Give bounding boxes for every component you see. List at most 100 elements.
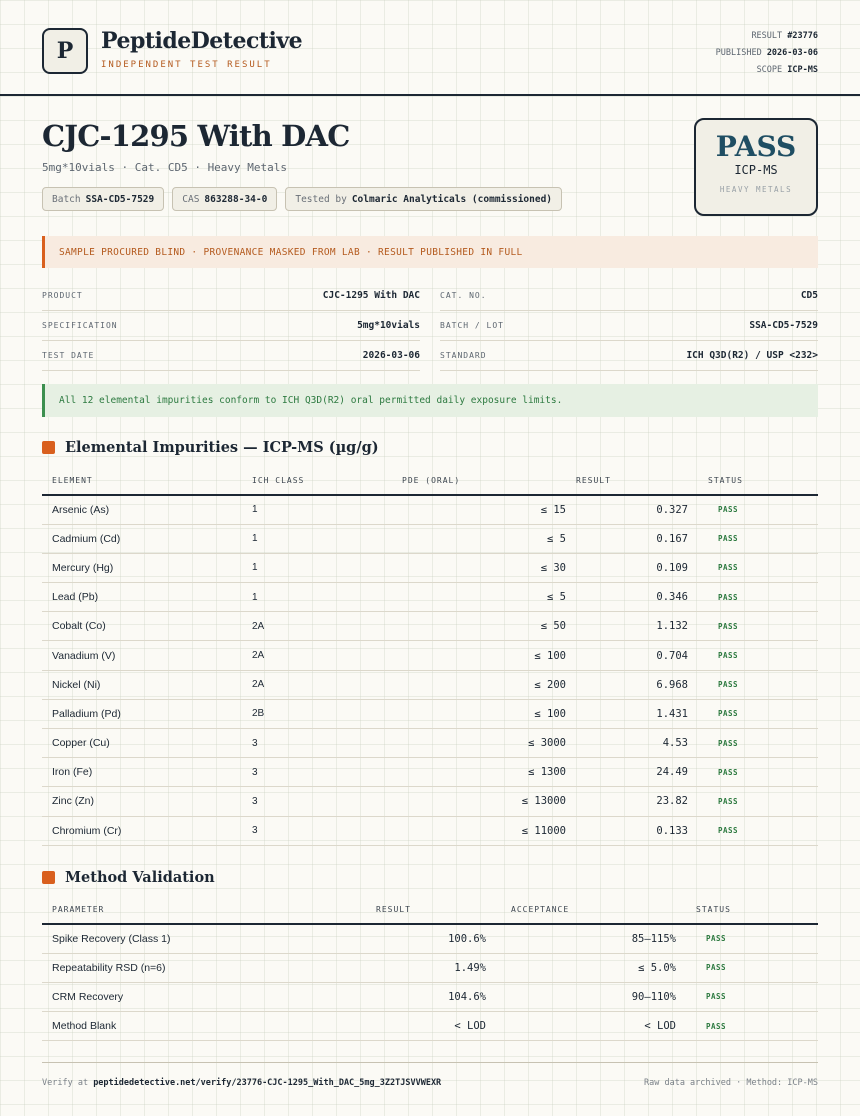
table-row: Method Blank < LOD < LOD PASS: [42, 1011, 818, 1042]
table-row: Mercury (Hg) 1 ≤ 30 0.109 PASS: [42, 553, 818, 584]
col-header-acceptance: ACCEPTANCE: [496, 896, 686, 925]
result-id-label: RESULT: [751, 31, 783, 41]
parameter-name: CRM Recovery: [42, 982, 356, 1013]
verdict-scope: HEAVY METALS: [719, 185, 793, 194]
verify-line: Verify at peptidedetective.net/verify/23…: [42, 1078, 441, 1088]
ich-class: 2B: [242, 699, 352, 730]
pde-limit: ≤ 100: [352, 640, 576, 671]
acceptance-range: 90–110%: [496, 982, 686, 1013]
col-header-result: RESULT: [356, 896, 496, 925]
published-value: 2026-03-06: [766, 48, 818, 58]
status-badge: PASS: [698, 786, 818, 817]
element-name: Cadmium (Cd): [42, 524, 242, 554]
result-value: 0.167: [576, 524, 698, 554]
published-label: PUBLISHED: [715, 48, 762, 58]
ich-class: 1: [242, 582, 352, 613]
status-badge: PASS: [698, 553, 818, 584]
cas-chip: CAS 863288-34-0: [172, 187, 278, 211]
result-value: 0.327: [576, 495, 698, 525]
verify-label: Verify at: [42, 1078, 89, 1088]
result-value: 6.968: [576, 670, 698, 700]
section-marker: [42, 871, 55, 884]
report-meta: RESULT #23776 PUBLISHED 2026-03-06 SCOPE…: [716, 28, 818, 79]
ich-class: 2A: [242, 611, 352, 642]
info-product: PRODUCT CJC-1295 With DAC: [42, 281, 420, 311]
info-row: PRODUCT CJC-1295 With DAC CAT. NO. CD5: [42, 281, 818, 311]
table-row: Chromium (Cr) 3 ≤ 11000 0.133 PASS: [42, 816, 818, 846]
product-title: CJC-1295 With DAC: [42, 119, 350, 153]
status-badge: PASS: [698, 611, 818, 642]
table-row: Cobalt (Co) 2A ≤ 50 1.132 PASS: [42, 611, 818, 642]
result-value: 104.6%: [356, 982, 496, 1013]
info-value: CD5: [800, 290, 818, 301]
element-name: Copper (Cu): [42, 728, 242, 759]
table-row: Arsenic (As) 1 ≤ 15 0.327 PASS: [42, 495, 818, 525]
archive-note: Raw data archived · Method: ICP-MS: [644, 1078, 818, 1088]
acceptance-range: ≤ 5.0%: [496, 953, 686, 983]
info-batch-lot: BATCH / LOT SSA-CD5-7529: [440, 311, 818, 341]
element-name: Zinc (Zn): [42, 786, 242, 817]
product-chips: Batch SSA-CD5-7529 CAS 863288-34-0 Tested …: [42, 187, 563, 211]
pde-limit: ≤ 50: [352, 611, 576, 642]
result-id-value: #23776: [787, 31, 818, 41]
table-row: Vanadium (V) 2A ≤ 100 0.704 PASS: [42, 640, 818, 671]
tested-by-value: Colmaric Analyticals (commissioned): [351, 193, 553, 205]
batch-chip-value: SSA-CD5-7529: [85, 193, 155, 205]
acceptance-range: < LOD: [496, 1011, 686, 1042]
result-value: 1.431: [576, 699, 698, 730]
result-value: 0.346: [576, 582, 698, 613]
element-name: Lead (Pb): [42, 582, 242, 613]
pde-limit: ≤ 11000: [352, 816, 576, 846]
scope-value: ICP-MS: [787, 65, 818, 75]
col-header-ich-class: ICH CLASS: [242, 467, 352, 496]
pde-limit: ≤ 15: [352, 495, 576, 525]
status-badge: PASS: [686, 953, 818, 983]
ich-class: 3: [242, 757, 352, 788]
published-line: PUBLISHED 2026-03-06: [716, 45, 818, 62]
tested-by-label: Tested by: [295, 193, 347, 205]
scope-label: SCOPE: [756, 65, 783, 75]
result-value: 23.82: [576, 786, 698, 817]
parameter-name: Repeatability RSD (n=6): [42, 953, 356, 983]
pde-limit: ≤ 200: [352, 670, 576, 700]
pde-limit: ≤ 5: [352, 524, 576, 554]
verify-link[interactable]: peptidedetective.net/verify/23776-CJC-12…: [93, 1078, 442, 1088]
info-value: CJC-1295 With DAC: [322, 290, 420, 301]
ich-class: 3: [242, 786, 352, 817]
parameter-name: Method Blank: [42, 1011, 356, 1042]
table-row: Iron (Fe) 3 ≤ 1300 24.49 PASS: [42, 757, 818, 788]
result-id-line: RESULT #23776: [716, 28, 818, 45]
table-row: Copper (Cu) 3 ≤ 3000 4.53 PASS: [42, 728, 818, 759]
result-value: 4.53: [576, 728, 698, 759]
report-footer: Verify at peptidedetective.net/verify/23…: [42, 1062, 818, 1088]
parameter-name: Spike Recovery (Class 1): [42, 924, 356, 954]
info-row: SPECIFICATION 5mg*10vials BATCH / LOT SS…: [42, 311, 818, 341]
status-badge: PASS: [698, 757, 818, 788]
product-info-grid: PRODUCT CJC-1295 With DAC CAT. NO. CD5 S…: [42, 281, 818, 371]
verdict-word: PASS: [715, 130, 797, 163]
verdict-method: ICP-MS: [734, 163, 778, 177]
status-badge: PASS: [698, 816, 818, 846]
info-value: 2026-03-06: [362, 350, 420, 361]
element-name: Vanadium (V): [42, 640, 242, 671]
status-badge: PASS: [698, 640, 818, 671]
info-value: SSA-CD5-7529: [749, 320, 818, 331]
tested-by-chip: Tested by Colmaric Analyticals (commissio…: [285, 187, 563, 211]
info-cat-no: CAT. NO. CD5: [440, 281, 818, 311]
element-name: Chromium (Cr): [42, 816, 242, 846]
ich-class: 1: [242, 524, 352, 554]
table-row: Palladium (Pd) 2B ≤ 100 1.431 PASS: [42, 699, 818, 730]
status-badge: PASS: [686, 982, 818, 1013]
ich-class: 2A: [242, 670, 352, 700]
element-name: Cobalt (Co): [42, 611, 242, 642]
ich-class: 3: [242, 728, 352, 759]
ich-class: 3: [242, 816, 352, 846]
info-label: BATCH / LOT: [440, 321, 504, 330]
result-value: < LOD: [356, 1011, 496, 1042]
info-label: TEST DATE: [42, 351, 95, 360]
conformance-banner-text: All 12 elemental impurities conform to I…: [59, 395, 563, 406]
validation-header-row: PARAMETER RESULT ACCEPTANCE STATUS: [42, 896, 818, 925]
result-value: 0.133: [576, 816, 698, 846]
brand-logo: P: [42, 28, 88, 74]
batch-chip: Batch SSA-CD5-7529: [42, 187, 165, 211]
